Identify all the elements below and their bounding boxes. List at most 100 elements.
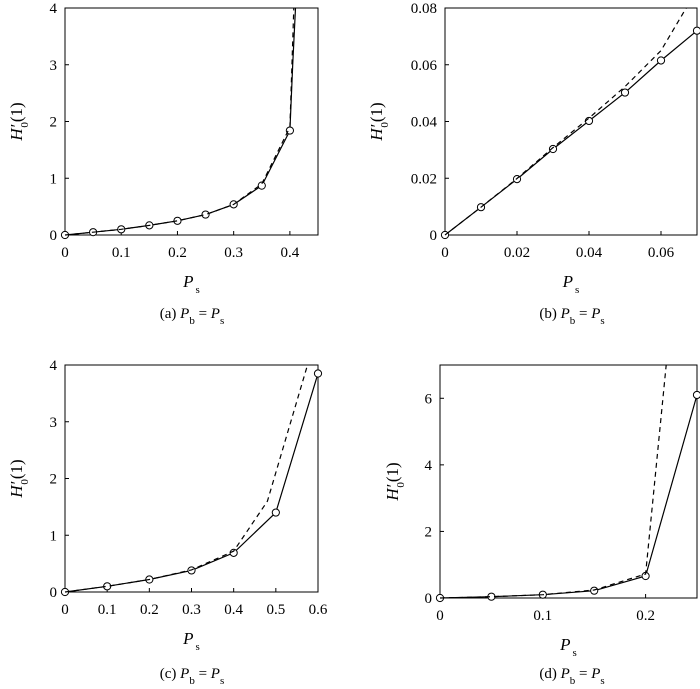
x-tick-label: 0.4	[281, 245, 300, 261]
x-tick-label: 0	[436, 608, 444, 624]
data-point-marker	[692, 390, 700, 400]
data-point-marker	[620, 88, 630, 97]
label-part: H	[367, 127, 386, 142]
label-part: (d)	[539, 666, 560, 682]
label-part: P	[210, 306, 220, 322]
x-tick-label: 0.02	[504, 245, 530, 261]
label-part: s	[196, 641, 200, 653]
y-tick-label: 2	[50, 472, 58, 488]
series-dashed	[64, 365, 309, 593]
x-tick-label: 0.1	[112, 245, 131, 261]
label-part: 0	[379, 122, 391, 128]
series-solid	[444, 30, 698, 236]
series-dashed	[444, 8, 687, 236]
label-part: =	[195, 306, 211, 322]
data-point-marker	[590, 586, 599, 595]
plot-frame	[64, 364, 319, 593]
y-tick-label: 2	[50, 115, 58, 131]
subplot-caption: (c) Pb = Ps	[160, 666, 225, 687]
label-part: P	[560, 306, 570, 322]
series-solid	[439, 394, 698, 599]
y-tick-label: 0.04	[411, 115, 438, 131]
label-part: (a)	[160, 306, 180, 322]
y-tick-label: 1	[50, 528, 58, 544]
label-part: H	[7, 127, 26, 142]
label-part: P	[182, 629, 193, 648]
y-tick-label: 2	[425, 524, 433, 540]
label-part: (1)	[383, 462, 402, 482]
series-dashed	[439, 365, 667, 599]
label-part: b	[570, 315, 576, 327]
data-point-marker	[257, 181, 266, 190]
label-part: 0	[395, 482, 407, 488]
data-point-marker	[692, 26, 700, 35]
data-point-marker	[271, 508, 280, 517]
y-tick-label: 0.08	[411, 1, 437, 17]
prime-mark: ′	[367, 124, 386, 128]
label-part: (b)	[539, 306, 560, 322]
x-tick-label: 0.3	[224, 245, 243, 261]
label-part: s	[220, 675, 224, 687]
x-tick-label: 0.4	[224, 602, 243, 618]
series-dashed	[64, 8, 295, 236]
x-tick-label: 0.5	[266, 602, 285, 618]
label-part: 0	[19, 479, 31, 485]
y-tick-label: 0	[50, 228, 58, 244]
y-tick-label: 4	[50, 358, 58, 374]
series-solid	[64, 373, 319, 593]
label-part: s	[573, 647, 577, 659]
label-part: H	[383, 487, 402, 502]
y-axis-label: H′0(1)	[7, 102, 31, 141]
x-tick-label: 0.3	[182, 602, 201, 618]
y-axis-label: H′0(1)	[367, 102, 391, 141]
label-part: s	[196, 284, 200, 296]
data-point-marker	[313, 369, 323, 378]
x-tick-label: 0.2	[140, 602, 159, 618]
label-part: (1)	[7, 459, 26, 479]
y-tick-label: 3	[50, 58, 58, 74]
x-tick-label: 0	[61, 245, 69, 261]
series-solid	[64, 8, 297, 236]
plot-frame	[439, 364, 698, 599]
label-part: s	[600, 315, 604, 327]
label-part: s	[600, 675, 604, 687]
label-part: P	[560, 666, 570, 682]
subplot-caption: (a) Pb = Ps	[160, 306, 225, 327]
label-part: P	[562, 272, 573, 291]
data-point-marker	[656, 56, 666, 65]
y-tick-label: 0	[430, 228, 438, 244]
label-part: P	[590, 306, 600, 322]
x-tick-label: 0.04	[576, 245, 603, 261]
x-tick-label: 0.6	[309, 602, 328, 618]
label-part: P	[559, 635, 570, 654]
plot-frame	[444, 7, 698, 236]
label-part: (1)	[367, 102, 386, 122]
prime-mark: ′	[7, 481, 26, 485]
y-tick-label: 0.02	[411, 171, 437, 187]
label-part: P	[182, 272, 193, 291]
y-tick-label: 0	[50, 585, 58, 601]
label-part: s	[220, 315, 224, 327]
y-tick-label: 0.06	[411, 58, 438, 74]
data-point-marker	[229, 548, 238, 557]
y-tick-label: 4	[50, 1, 58, 17]
x-tick-label: 0.1	[98, 602, 117, 618]
y-tick-label: 0	[425, 591, 433, 607]
prime-mark: ′	[7, 124, 26, 128]
x-tick-label: 0.1	[533, 608, 552, 624]
label-part: s	[575, 284, 579, 296]
label-part: P	[590, 666, 600, 682]
plot-frame	[64, 7, 319, 236]
label-part: H	[7, 484, 26, 499]
label-part: P	[179, 666, 189, 682]
label-part: b	[189, 315, 195, 327]
label-part: 0	[19, 122, 31, 128]
x-tick-label: 0	[441, 245, 449, 261]
